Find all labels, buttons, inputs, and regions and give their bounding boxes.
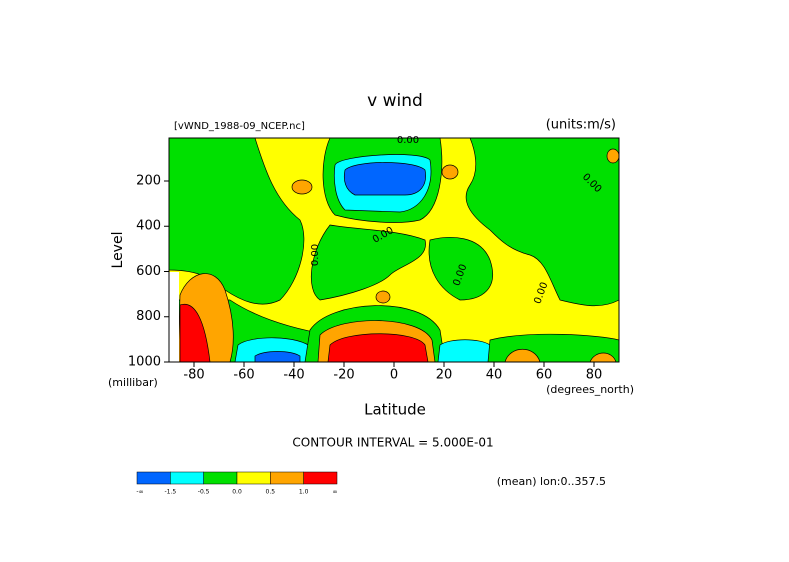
x-unit-label: (degrees_north) [546, 383, 634, 396]
colorbar-swatch [303, 471, 338, 485]
field-cyan [437, 339, 493, 362]
field-green [310, 224, 426, 301]
field-orange [441, 164, 459, 180]
y-tick-label: 200 [136, 173, 161, 188]
x-tick-label: 0 [390, 368, 398, 383]
y-unit-label: (millibar) [108, 376, 158, 389]
colorbar-label: ∞ [333, 489, 338, 496]
field-orange [291, 179, 313, 195]
colorbar-swatch [236, 471, 271, 485]
colorbar-label: 0.0 [232, 489, 242, 496]
x-tick-label: -20 [333, 368, 354, 383]
x-tick-label: 20 [436, 368, 453, 383]
chart-title: v wind [367, 91, 423, 111]
x-tick-label: 60 [536, 368, 553, 383]
field-blue [343, 162, 426, 196]
x-tick-label: -80 [183, 368, 204, 383]
x-tick-label: -60 [233, 368, 254, 383]
colorbar-swatch [270, 471, 304, 485]
colorbar-swatch [170, 471, 204, 485]
x-tick-label: -40 [283, 368, 304, 383]
y-tick-label: 400 [136, 219, 161, 234]
field-green [428, 237, 493, 301]
x-tick-label: 80 [586, 368, 603, 383]
x-axis-label: Latitude [364, 401, 426, 419]
x-tick-label: 40 [486, 368, 503, 383]
colorbar-swatch [136, 471, 171, 485]
colorbar-label: 0.5 [266, 489, 276, 496]
field-orange [606, 148, 619, 164]
field-red [327, 333, 429, 362]
y-tick-label: 600 [136, 264, 161, 279]
colorbar-label: 1.0 [299, 489, 309, 496]
colorbar-label: -1.5 [164, 489, 176, 496]
y-axis-label: Level [110, 232, 126, 269]
y-tick-label: 800 [136, 309, 161, 324]
footnote: (mean) lon:0..357.5 [497, 475, 606, 488]
contour-field [169, 138, 619, 362]
missing-data [169, 272, 179, 362]
field-blue [254, 351, 301, 362]
y-tick-label: 1000 [128, 355, 161, 370]
field-green [465, 138, 619, 307]
source-label: [vWND_1988-09_NCEP.nc] [174, 121, 305, 132]
colorbar-label: -∞ [136, 489, 143, 496]
units-label: (units:m/s) [546, 118, 616, 133]
contour-label: 0.00 [310, 244, 321, 266]
colorbar-label: -0.5 [198, 489, 210, 496]
contour-label: 0.00 [397, 135, 419, 146]
contour-interval: CONTOUR INTERVAL = 5.000E-01 [292, 436, 493, 450]
field-orange [375, 290, 391, 304]
colorbar-swatch [203, 471, 238, 485]
